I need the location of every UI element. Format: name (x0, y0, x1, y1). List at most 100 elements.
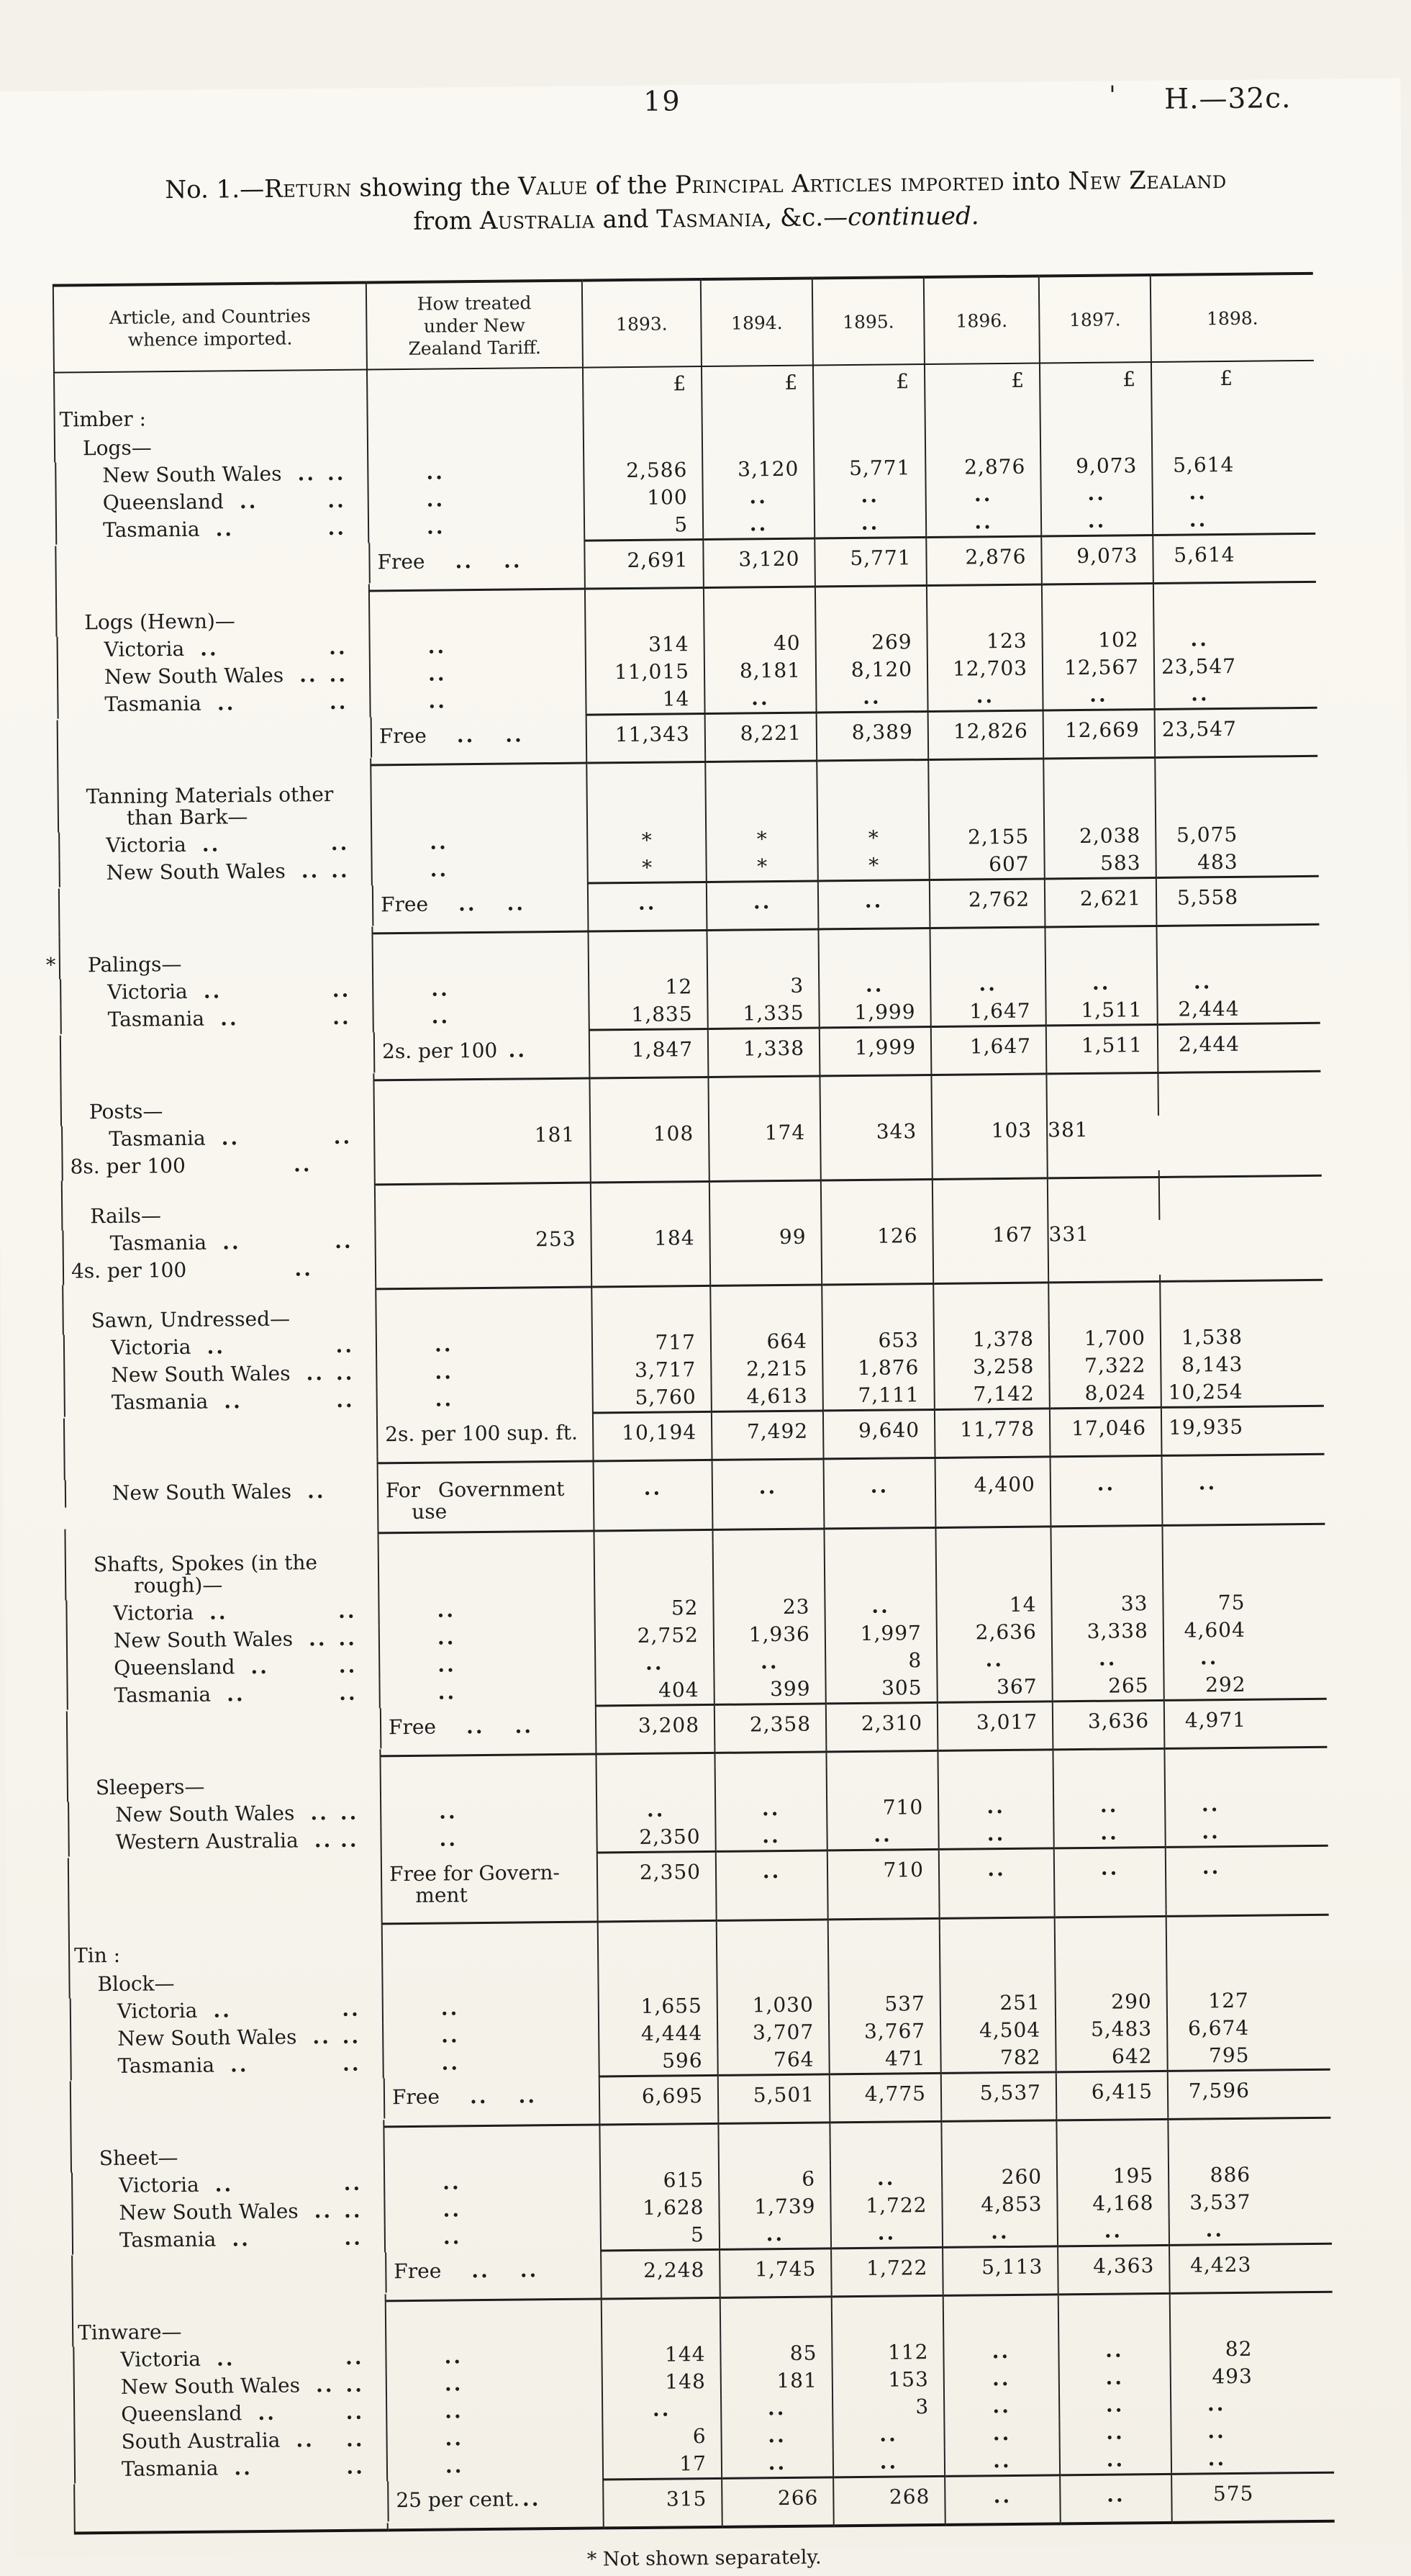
value-cell (1046, 1086, 1158, 1117)
tariff-cell: Free.... (385, 2250, 601, 2293)
tariff-cell (367, 428, 584, 460)
value-cell: .. (945, 2475, 1061, 2518)
value-cell: 1,835 (589, 1000, 708, 1031)
column-header-year-1897: 1897. (1038, 275, 1151, 363)
value-cell: 14 (936, 1591, 1052, 1619)
leader-dots: .. (329, 662, 348, 687)
value-cell: .. (823, 1471, 936, 1522)
article-cell: South Australia.... (73, 2425, 386, 2457)
spacer-cell (823, 1458, 935, 1473)
value-cell: 483 (1156, 847, 1319, 878)
value-cell: .. (721, 2393, 833, 2423)
tariff-cell: .. (368, 512, 585, 543)
tariff-cell: Free.... (379, 1706, 596, 1748)
value-cell: 2,358 (714, 1703, 827, 1746)
value-cell (941, 2133, 1057, 2164)
value-cell (710, 1298, 822, 1329)
leader-dots: .. (299, 663, 318, 687)
spacer-cell (1043, 757, 1156, 773)
article-label: Sheet— (99, 2145, 178, 2170)
value-cell: 19,935 (1161, 1406, 1325, 1449)
leader-dots: .. (207, 1334, 226, 1359)
value-cell: .. (1058, 2363, 1171, 2392)
tariff-cell (371, 777, 588, 830)
value-cell: 3,120 (702, 455, 815, 484)
value-cell (1162, 1537, 1326, 1590)
article-cell: Victoria.... (60, 976, 373, 1007)
value-cell (813, 425, 926, 456)
value-cell: 2,636 (936, 1618, 1053, 1647)
tariff-label-line: Free for Govern- (389, 1860, 561, 1886)
article-cell: Logs (Hewn)— (56, 605, 370, 637)
article-label: New South Wales (112, 1479, 292, 1505)
value-cell: 2,248 (601, 2249, 720, 2292)
spacer-cell (1047, 1177, 1159, 1193)
tariff-cell: 25 per cent... (387, 2479, 603, 2522)
article-cell: New South Wales.... (56, 661, 370, 692)
value-cell: .. (942, 2217, 1058, 2247)
article-label: Tasmania (111, 1389, 209, 1414)
value-cell: 23,547 (1153, 651, 1317, 681)
spacer-cell (1153, 582, 1317, 597)
spacer-cell (722, 2518, 834, 2527)
leader-dots: .. (340, 1800, 359, 1825)
value-cell: 5,771 (814, 454, 926, 483)
value-cell: .. (714, 1648, 826, 1676)
value-cell (824, 1541, 937, 1594)
value-cell: 127 (1166, 1986, 1330, 2015)
value-cell: .. (706, 880, 819, 923)
article-cell: New South Wales.. (64, 1477, 378, 1508)
leader-dots: .. (508, 1037, 527, 1062)
value-cell: 251 (940, 1988, 1056, 2017)
value-cell: 537 (828, 1989, 940, 2018)
value-cell: 5,537 (940, 2071, 1057, 2115)
value-cell: 11,015 (585, 657, 705, 687)
article-cell: Sheet— (71, 2140, 384, 2173)
value-cell: .. (602, 2395, 722, 2423)
spacer-cell (703, 586, 816, 602)
article-cell: Tasmania.... (63, 1386, 376, 1417)
value-cell (931, 1088, 1047, 1118)
article-cell: Block— (69, 1966, 383, 1999)
leader-dots: .. (345, 2400, 365, 2424)
value-cell: 607 (929, 850, 1045, 880)
value-cell (925, 424, 1041, 455)
leader-dots: .. (507, 890, 526, 916)
value-cell (1160, 1293, 1323, 1324)
value-cell: 10,254 (1161, 1377, 1324, 1408)
spacer-cell (1171, 2513, 1335, 2523)
spacer-cell (818, 928, 930, 944)
value-cell: 4,613 (711, 1382, 823, 1412)
spacer-cell (1051, 1525, 1163, 1541)
value-cell: .. (1058, 2390, 1171, 2419)
article-label: Tasmania (117, 2053, 215, 2078)
leader-dots: .. (338, 1653, 358, 1678)
value-cell (709, 1194, 822, 1224)
article-label (71, 2087, 384, 2089)
value-cell: 9,073 (1040, 451, 1153, 481)
value-cell: 4,444 (599, 2019, 718, 2048)
value-cell: 717 (591, 1328, 712, 1357)
spacer-cell (1054, 1915, 1166, 1931)
leader-dots: .. (232, 2226, 251, 2251)
value-cell: 12,703 (927, 654, 1043, 684)
spacer-cell (1166, 1914, 1329, 1930)
value-cell: .. (1052, 1644, 1164, 1673)
value-cell: 2,621 (1044, 877, 1157, 921)
tariff-cell: 4s. per 100.. (62, 1255, 376, 1285)
value-cell: 1,722 (830, 2191, 943, 2220)
value-cell: 3 (707, 972, 820, 1000)
value-cell: 2,586 (584, 456, 703, 485)
article-label: Queensland (102, 489, 224, 515)
tariff-label-line: For Government (385, 1476, 565, 1503)
spacer-cell (928, 758, 1044, 774)
value-cell (1042, 597, 1154, 628)
spacer-cell (1168, 2117, 1331, 2133)
value-cell: 5,614 (1152, 450, 1315, 479)
article-cell: * Palings— (46, 947, 373, 980)
article-cell (63, 1414, 378, 1460)
article-label: Victoria (106, 832, 186, 857)
leader-dots: .. (214, 2171, 234, 2197)
spacer-cell (930, 926, 1045, 942)
leader-dots: .. (312, 2024, 332, 2048)
